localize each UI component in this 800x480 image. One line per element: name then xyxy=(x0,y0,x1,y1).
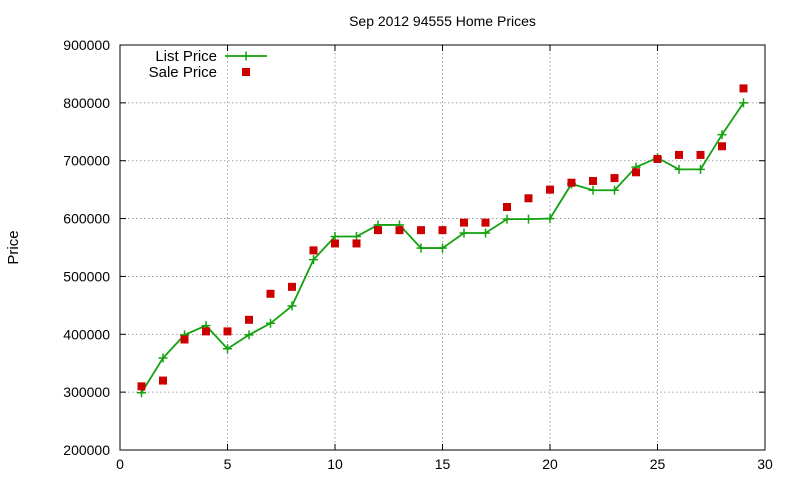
sale-price-point xyxy=(567,178,576,187)
sale-price-point xyxy=(739,84,748,93)
sale-price-point xyxy=(718,142,726,151)
sale-price-point xyxy=(374,226,382,235)
sale-price-point xyxy=(309,246,318,255)
x-tick-label: 10 xyxy=(327,456,343,472)
y-tick-label: 400000 xyxy=(63,326,110,342)
list-price-point xyxy=(545,214,555,224)
sale-price-point xyxy=(137,382,146,391)
sale-price-point xyxy=(180,335,189,344)
y-tick-label: 300000 xyxy=(63,384,110,400)
y-tick-label: 500000 xyxy=(63,268,110,284)
x-tick-label: 0 xyxy=(116,456,124,472)
sale-price-point xyxy=(653,154,662,163)
sale-price-point xyxy=(481,218,490,227)
sale-price-point xyxy=(331,239,339,248)
x-tick-label: 5 xyxy=(224,456,232,472)
list-price-point xyxy=(739,98,748,108)
sale-price-point xyxy=(288,282,296,291)
sale-price-point xyxy=(632,168,640,177)
sale-price-point xyxy=(223,327,232,336)
list-price-point xyxy=(438,243,447,253)
list-price-point xyxy=(244,330,254,340)
sale-price-point xyxy=(417,226,425,235)
sale-price-point xyxy=(438,226,447,235)
sale-price-point xyxy=(395,226,404,235)
list-price-point xyxy=(610,185,619,195)
list-price-point xyxy=(481,228,490,238)
y-axis-label: Price xyxy=(5,230,22,264)
list-price-point xyxy=(287,301,297,311)
sale-price-point xyxy=(159,376,167,385)
sale-price-point xyxy=(696,150,705,159)
sale-price-point xyxy=(524,194,533,203)
list-price-point xyxy=(588,185,598,195)
sale-price-point xyxy=(546,185,554,194)
list-price-point xyxy=(717,130,727,140)
series-layer xyxy=(137,84,748,398)
y-tick-label: 600000 xyxy=(63,211,110,227)
sale-price-point xyxy=(245,315,253,324)
list-price-point xyxy=(266,318,275,328)
y-tick-label: 200000 xyxy=(63,442,110,458)
sale-price-point xyxy=(202,327,210,336)
list-price-point xyxy=(524,214,533,224)
x-tick-label: 20 xyxy=(542,456,558,472)
list-price-point xyxy=(309,255,318,265)
legend-label-list-price: List Price xyxy=(155,48,217,65)
sale-price-point xyxy=(503,203,511,211)
list-price-point xyxy=(416,243,426,253)
series-list-price xyxy=(137,98,748,398)
legend: List Price Sale Price xyxy=(149,48,267,81)
chart-title: Sep 2012 94555 Home Prices xyxy=(349,13,536,29)
x-tick-label: 30 xyxy=(757,456,773,472)
list-price-point xyxy=(459,228,469,238)
y-tick-label: 700000 xyxy=(63,153,110,169)
list-price-point xyxy=(223,344,232,354)
legend-label-sale-price: Sale Price xyxy=(149,64,217,81)
axis-ticks: 0 5 10 15 20 25 30 200000 300000 400000 500000 6000… xyxy=(63,37,773,472)
y-tick-label: 900000 xyxy=(63,37,110,53)
sale-price-point xyxy=(460,218,468,227)
list-price-point xyxy=(158,353,168,363)
y-tick-label: 800000 xyxy=(63,95,110,111)
sale-price-point xyxy=(266,289,275,298)
legend-marker-sale-price xyxy=(242,68,250,76)
x-tick-label: 15 xyxy=(435,456,451,472)
sale-price-point xyxy=(675,150,683,159)
x-tick-label: 25 xyxy=(650,456,666,472)
sale-price-point xyxy=(352,239,361,248)
list-price-point xyxy=(674,164,684,174)
list-price-point xyxy=(696,164,705,174)
list-price-point xyxy=(502,214,512,224)
legend-marker-list-price xyxy=(241,51,251,61)
sale-price-point xyxy=(589,176,597,185)
series-sale-price xyxy=(137,84,748,391)
sale-price-point xyxy=(610,174,619,183)
